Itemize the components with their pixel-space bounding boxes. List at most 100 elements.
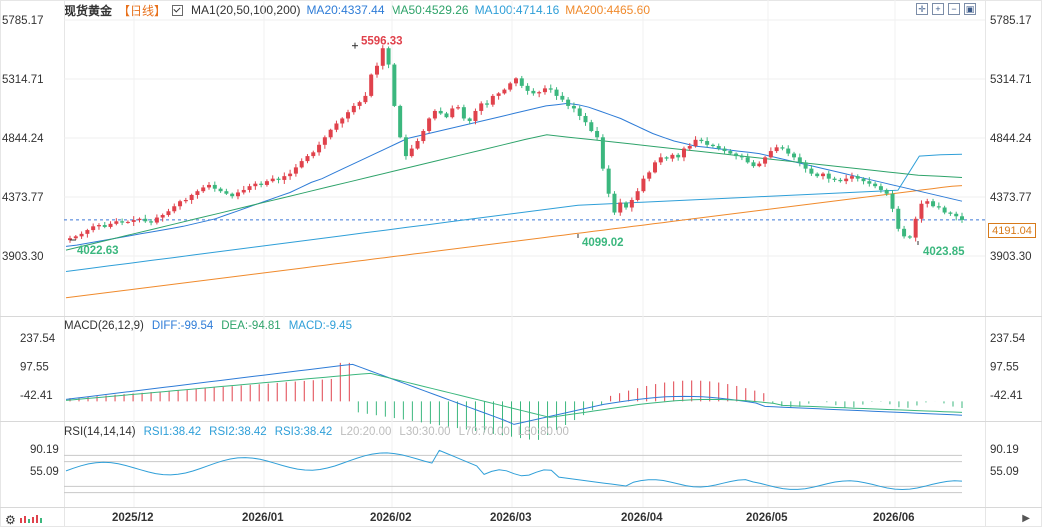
candle-body <box>299 161 304 168</box>
candle-body <box>902 228 907 237</box>
candle-body <box>108 223 113 227</box>
candle-body <box>763 157 768 164</box>
candle-body <box>68 238 72 241</box>
candle-body <box>653 162 658 173</box>
price-tick-right: 4373.77 <box>990 192 1032 204</box>
candle-body <box>635 191 640 200</box>
period-selector[interactable]: 【日线】 <box>118 3 167 18</box>
time-label: 2026/06 <box>873 512 915 524</box>
candle-body <box>432 110 437 119</box>
candle-body <box>96 225 101 227</box>
candle-body <box>809 168 814 174</box>
price-tick-left: 4373.77 <box>2 192 44 204</box>
candle-body <box>537 92 542 94</box>
macd-label: MACD(26,12,9) <box>64 320 144 332</box>
candle-body <box>131 220 136 222</box>
candle-body <box>925 201 930 204</box>
candle-body <box>380 48 385 66</box>
rsi-line <box>65 449 963 491</box>
candle-body <box>710 144 715 147</box>
crosshair-icon[interactable]: ✛ <box>916 3 928 15</box>
rsi-tick-right: 90.19 <box>990 444 1019 456</box>
zoom-out-icon[interactable]: − <box>948 3 960 15</box>
candle-body <box>311 152 316 157</box>
zoom-in-icon[interactable]: + <box>932 3 944 15</box>
candle-body <box>618 202 623 213</box>
candle-body <box>745 157 750 163</box>
candle-body <box>681 148 686 158</box>
candle-body <box>641 178 646 192</box>
high-label: 5596.33 <box>361 36 403 48</box>
chart-header: 现货黄金 【日线】 MA1(20,50,100,200) MA20:4337.4… <box>64 2 650 18</box>
low-left-label: 4022.63 <box>77 245 119 257</box>
candle-body <box>79 233 84 237</box>
rsi-tick-right: 55.09 <box>990 466 1019 478</box>
rsi-label: RSI(14,14,14) <box>64 426 136 438</box>
candle-body <box>189 194 194 200</box>
candle-body <box>473 110 478 121</box>
candle-body <box>664 157 669 159</box>
candle-body <box>270 178 275 182</box>
candle-body <box>670 154 675 159</box>
candle-body <box>363 95 368 103</box>
ma-checkbox[interactable] <box>172 4 184 16</box>
price-tick-right: 3903.30 <box>990 251 1032 263</box>
rsi2-value: RSI2:38.42 <box>209 426 267 438</box>
candle-body <box>716 146 721 149</box>
candle-body <box>508 83 513 90</box>
candle-body <box>137 218 142 221</box>
candle-body <box>525 85 530 91</box>
candle-body <box>734 153 739 157</box>
candle-body <box>960 216 964 220</box>
candle-body <box>693 139 698 147</box>
candle-body <box>907 236 912 238</box>
time-label: 2026/03 <box>490 512 532 524</box>
ma50-value: MA50:4529.26 <box>390 3 469 17</box>
candle-body <box>676 154 681 158</box>
rsi-header: RSI(14,14,14) RSI1:38.42 RSI2:38.42 RSI3… <box>64 426 569 438</box>
candle-body <box>624 202 629 208</box>
candle-body <box>444 113 449 118</box>
candle-body <box>861 178 866 182</box>
candle-body <box>293 167 298 174</box>
candle-body <box>855 176 860 179</box>
candle-body <box>427 118 432 132</box>
price-tick-right: 5314.71 <box>990 74 1032 86</box>
candle-body <box>919 203 924 219</box>
candle-body <box>114 221 119 224</box>
candle-body <box>328 129 333 138</box>
time-label: 2026/02 <box>370 512 412 524</box>
candle-body <box>838 179 843 182</box>
macd-tick-left: -42.41 <box>20 390 53 402</box>
candle-body <box>91 226 96 231</box>
candle-body <box>305 156 310 162</box>
ma200-line <box>65 185 963 299</box>
rsi-l30: L30:30.00 <box>399 426 451 438</box>
candle-body <box>450 108 455 118</box>
candle-body <box>658 157 663 163</box>
candle-body <box>705 141 710 145</box>
candle-body <box>519 78 524 86</box>
scroll-right-icon[interactable]: ▶ <box>1022 513 1030 524</box>
macd-tick-left: 97.55 <box>20 362 49 374</box>
macd-header: MACD(26,12,9) DIFF:-99.54 DEA:-94.81 MAC… <box>64 320 352 332</box>
candle-body <box>722 148 727 152</box>
candle-body <box>334 123 339 130</box>
time-label: 2026/01 <box>242 512 284 524</box>
restore-icon[interactable]: ▣ <box>964 3 976 15</box>
candle-body <box>873 183 878 187</box>
candle-body <box>143 218 148 222</box>
candle-body <box>757 163 762 167</box>
rsi-tick-left: 55.09 <box>30 466 59 478</box>
candle-body <box>467 118 472 121</box>
low-right-label: 4023.85 <box>923 246 965 258</box>
candle-body <box>461 107 466 119</box>
candle-body <box>102 225 107 227</box>
candle-body <box>739 156 744 158</box>
rsi1-value: RSI1:38.42 <box>143 426 202 438</box>
settings-icon[interactable]: ⚙ <box>5 513 16 527</box>
candle-body <box>346 112 351 119</box>
macd-tick-right: 237.54 <box>990 333 1026 345</box>
candle-body <box>195 191 200 195</box>
